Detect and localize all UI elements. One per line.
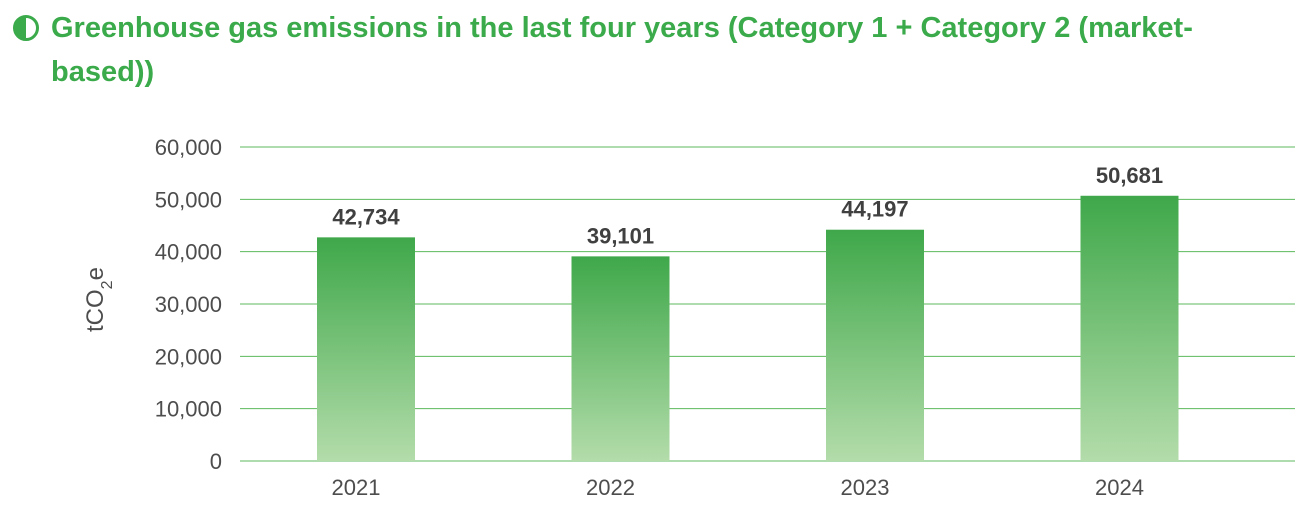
half-filled-circle-icon (13, 15, 39, 41)
y-tick-label: 60,000 (155, 135, 222, 160)
data-label-2022: 39,101 (587, 223, 654, 248)
y-tick-label: 40,000 (155, 240, 222, 265)
bar-2021 (317, 237, 415, 461)
bar-2022 (571, 256, 670, 461)
y-axis-title: tCO2e (82, 267, 116, 332)
data-labels: 42,734 39,101 44,197 50,681 (332, 163, 1163, 249)
data-label-2021: 42,734 (332, 204, 400, 229)
x-tick-label: 2023 (841, 475, 890, 500)
bars (317, 195, 1179, 461)
y-tick-label: 30,000 (155, 292, 222, 317)
data-label-2023: 44,197 (841, 197, 908, 222)
y-tick-label: 20,000 (155, 344, 222, 369)
y-tick-label: 0 (210, 449, 222, 474)
chart-header: Greenhouse gas emissions in the last fou… (12, 6, 1272, 94)
x-tick-label: 2021 (332, 475, 381, 500)
x-tick-label: 2022 (586, 475, 635, 500)
bar-2023 (826, 229, 924, 461)
bar-2024 (1080, 195, 1179, 461)
y-tick-label: 10,000 (155, 397, 222, 422)
x-axis-ticks: 2021 2022 2023 2024 (332, 475, 1144, 500)
data-label-2024: 50,681 (1096, 163, 1163, 188)
x-tick-label: 2024 (1095, 475, 1144, 500)
y-axis-ticks: 0 10,000 20,000 30,000 40,000 50,000 60,000 (155, 135, 222, 474)
chart-title: Greenhouse gas emissions in the last fou… (51, 12, 1193, 88)
y-tick-label: 50,000 (155, 187, 222, 212)
